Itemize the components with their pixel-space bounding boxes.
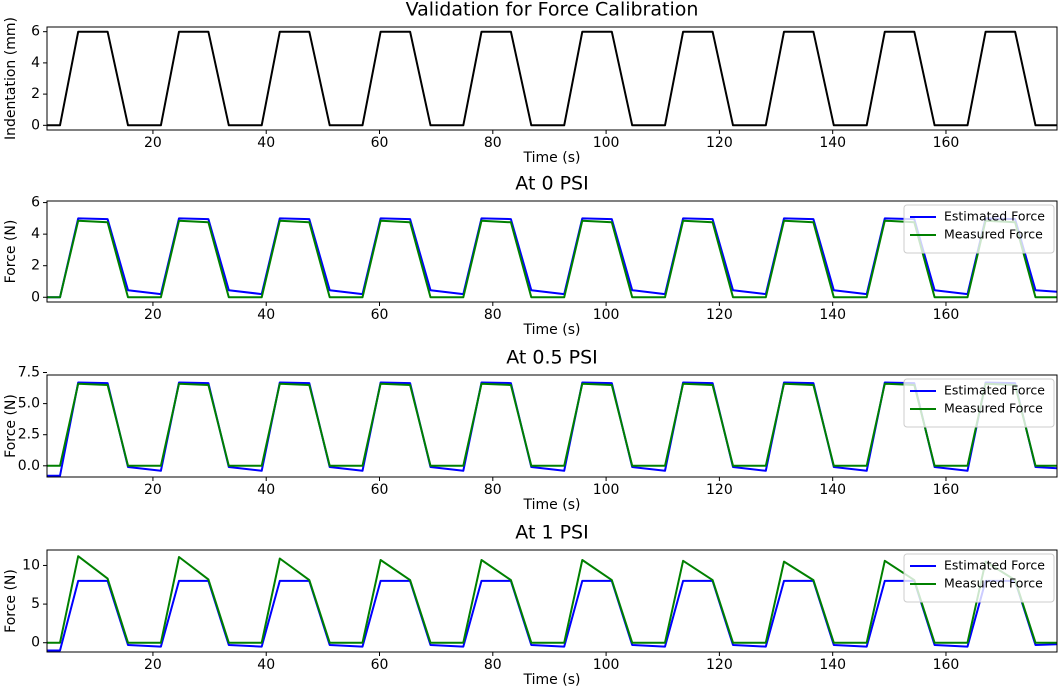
axes-frame [46,374,1058,478]
chart-title: At 0.5 PSI [506,347,598,369]
plot-area [47,555,1057,652]
x-tick-label: 40 [257,307,275,323]
y-tick-label: 5 [31,596,40,612]
x-tick-label: 160 [933,482,960,498]
x-tick-label: 20 [144,135,162,151]
y-axis-label: Force (N) [3,220,19,284]
legend-box [903,204,1055,254]
data-line [47,219,1057,299]
chart-title: At 0 PSI [515,173,588,195]
plot-area [47,381,1057,477]
x-tick-label: 60 [371,482,389,498]
x-tick-label: 120 [706,482,733,498]
x-tick-label: 80 [484,135,502,151]
x-tick-label: 140 [819,482,846,498]
chart-title: Validation for Force Calibration [406,0,699,21]
x-axis-label: Time (s) [523,150,581,166]
x-axis-label: Time (s) [523,672,581,688]
x-tick-label: 80 [484,482,502,498]
y-tick-label: 4 [31,226,40,242]
x-tick-label: 160 [933,307,960,323]
x-tick-label: 20 [144,482,162,498]
x-tick-label: 20 [144,657,162,673]
legend-label: Estimated Force [944,209,1045,224]
x-tick-label: 140 [819,307,846,323]
x-tick-label: 140 [819,657,846,673]
x-tick-label: 100 [593,307,620,323]
y-tick-label: 5.0 [18,396,40,412]
axes-frame [46,549,1058,653]
x-tick-label: 60 [371,307,389,323]
y-tick-label: 6 [31,195,40,211]
axes-frame [46,26,1058,131]
y-tick-label: 4 [31,55,40,71]
chart-title: At 1 PSI [515,522,588,544]
x-axis-label: Time (s) [523,497,581,513]
data-line [47,30,1057,127]
x-tick-label: 80 [484,657,502,673]
x-tick-label: 60 [371,135,389,151]
data-line [47,382,1057,467]
x-tick-label: 40 [257,657,275,673]
x-tick-label: 80 [484,307,502,323]
x-tick-label: 100 [593,657,620,673]
y-tick-label: 0.0 [18,458,40,474]
x-tick-label: 120 [706,657,733,673]
y-tick-label: 2.5 [18,427,40,443]
y-axis-label: Force (N) [3,569,19,633]
x-tick-label: 40 [257,482,275,498]
legend-label: Estimated Force [944,558,1045,573]
legend-box [903,553,1055,603]
x-tick-label: 120 [706,307,733,323]
x-tick-label: 120 [706,135,733,151]
x-tick-label: 60 [371,657,389,673]
legend-box [903,378,1055,428]
data-line [47,217,1057,299]
y-tick-label: 0 [31,289,40,305]
x-tick-label: 40 [257,135,275,151]
legend-label: Estimated Force [944,383,1045,398]
y-axis-label: Indentation (mm) [3,17,19,140]
legend-label: Measured Force [944,401,1043,416]
plot-area [47,217,1057,299]
x-tick-label: 140 [819,135,846,151]
x-tick-label: 160 [933,657,960,673]
x-tick-label: 100 [593,482,620,498]
legend-label: Measured Force [944,227,1043,242]
x-tick-label: 100 [593,135,620,151]
axes-frame [46,200,1058,303]
y-axis-label: Force (N) [3,394,19,458]
plot-area [47,30,1057,127]
data-line [47,381,1057,477]
legend-label: Measured Force [944,576,1043,591]
y-tick-label: 6 [31,24,40,40]
y-tick-label: 7.5 [18,365,40,381]
y-tick-label: 10 [22,557,40,573]
x-axis-label: Time (s) [523,322,581,338]
data-line [47,555,1057,644]
y-tick-label: 0 [31,635,40,651]
x-tick-label: 20 [144,307,162,323]
y-tick-label: 0 [31,117,40,133]
y-tick-label: 2 [31,258,40,274]
y-tick-label: 2 [31,86,40,102]
x-tick-label: 160 [933,135,960,151]
data-line [47,579,1057,652]
